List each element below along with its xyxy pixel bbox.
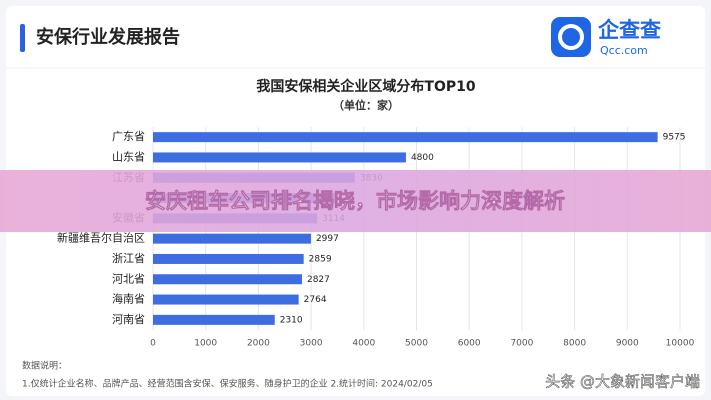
watermark: 头条 @大象新闻客户端	[545, 373, 700, 391]
chart-title: 我国安保相关企业区域分布TOP10	[256, 78, 475, 95]
logo-sub: Qcc.com	[600, 44, 648, 57]
y-tick-label: 海南省	[112, 292, 145, 306]
logo-icon	[551, 17, 591, 57]
accent	[20, 24, 25, 52]
y-tick-label: 浙江省	[112, 252, 145, 265]
y-tick-label: 新疆维吾尔自治区	[57, 231, 145, 245]
value-label: 9575	[663, 133, 686, 143]
bar	[153, 253, 304, 264]
footnote-title: 数据说明：	[22, 360, 67, 372]
x-tick-label: 1000	[194, 339, 217, 349]
bar	[153, 233, 311, 244]
bar	[153, 294, 299, 305]
value-label: 2827	[307, 275, 330, 285]
value-label: 2764	[304, 295, 327, 305]
y-tick-label: 河北省	[112, 272, 145, 285]
value-label: 2997	[316, 234, 339, 244]
y-tick-label: 河南省	[112, 313, 145, 326]
x-tick-label: 4000	[352, 339, 375, 349]
x-tick-label: 8000	[563, 339, 586, 349]
header-title: 安保行业发展报告	[36, 26, 180, 48]
chart-subtitle: （单位：家）	[333, 98, 399, 112]
y-tick-label: 山东省	[112, 150, 145, 163]
bar	[153, 314, 275, 325]
x-tick-label: 2000	[247, 339, 270, 349]
x-tick-label: 6000	[458, 339, 481, 349]
x-tick-label: 7000	[510, 339, 533, 349]
x-tick-label: 5000	[405, 339, 428, 349]
banner-text: 安庆租车公司排名揭晓，市场影响力深度解析	[145, 189, 565, 213]
value-label: 2859	[309, 254, 332, 264]
bar	[153, 152, 406, 163]
x-tick-label: 0	[150, 339, 156, 349]
footnote-text: 1.仅统计企业名称、品牌产品、经营范围含安保、保安服务、随身护卫的企业 2.统计…	[22, 378, 433, 390]
x-tick-label: 3000	[300, 339, 323, 349]
logo-mark	[558, 24, 584, 50]
value-label: 4800	[411, 153, 434, 163]
bar	[153, 132, 658, 143]
y-tick-label: 广东省	[112, 130, 145, 143]
logo-text: 企查查	[597, 18, 661, 42]
x-tick-label: 9000	[616, 339, 639, 349]
banner	[0, 170, 711, 232]
bar	[153, 274, 302, 285]
value-label: 2310	[280, 315, 303, 325]
x-tick-label: 10000	[666, 339, 695, 349]
